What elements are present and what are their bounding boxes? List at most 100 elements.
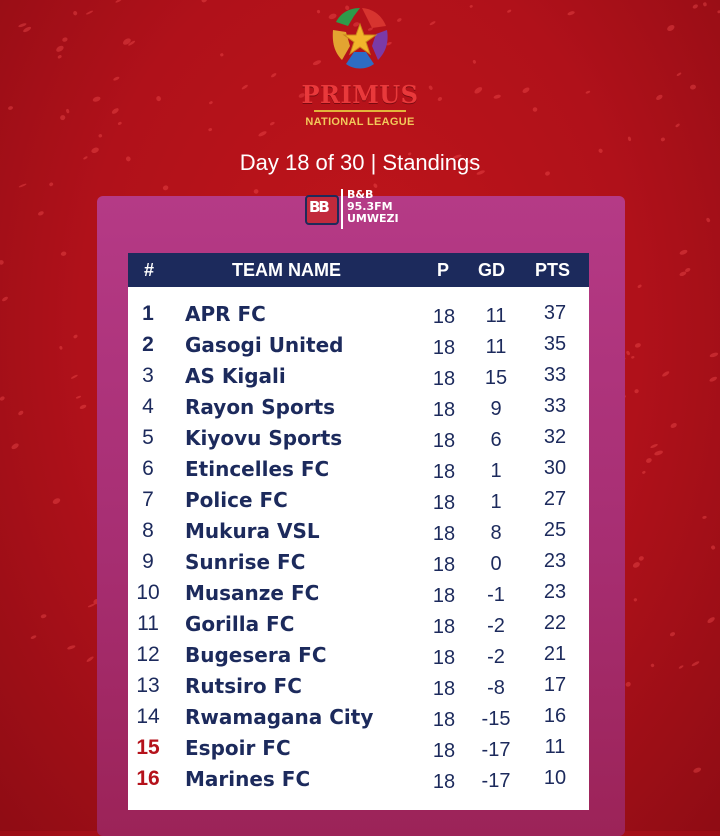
goal-difference-cell: 6: [490, 429, 502, 451]
goal-difference-cell: -2: [487, 646, 505, 668]
team-name-cell: APR FC: [185, 302, 266, 326]
brand-divider: [314, 110, 406, 112]
points-cell: 16: [543, 705, 567, 727]
position-cell: 1: [142, 302, 154, 325]
sponsor-line-3: UMWEZI: [347, 212, 399, 225]
sponsor-line-2: 95.3FM: [347, 200, 393, 213]
team-name-cell: Espoir FC: [185, 736, 291, 760]
bb-logo-icon: BB: [305, 195, 339, 225]
played-cell: 18: [432, 306, 456, 328]
brand-subtitle: NATIONAL LEAGUE: [305, 116, 415, 128]
goal-difference-cell: 11: [485, 336, 507, 358]
goal-difference-cell: -1: [487, 584, 505, 606]
page-title: Day 18 of 30 | Standings: [239, 150, 481, 175]
position-cell: 7: [142, 488, 154, 511]
played-cell: 18: [432, 554, 456, 576]
position-cell: 13: [136, 674, 160, 697]
position-cell: 5: [142, 426, 154, 449]
position-cell: 8: [142, 519, 154, 542]
column-header-played: P: [437, 260, 450, 280]
goal-difference-cell: 8: [490, 522, 502, 544]
goal-difference-cell: -17: [481, 770, 511, 792]
standings-table: # TEAM NAME P GD PTS 1 APR FC 18 11 37 2 Gasog…: [128, 253, 589, 810]
table-row: 9 Sunrise FC 18 0 23: [128, 546, 589, 577]
played-cell: 18: [432, 678, 456, 700]
position-cell: 4: [142, 395, 154, 418]
table-row: 6 Etincelles FC 18 1 30: [128, 453, 589, 484]
table-row: 5 Kiyovu Sports 18 6 32: [128, 422, 589, 453]
position-cell: 11: [137, 612, 159, 635]
position-cell: 3: [142, 364, 154, 387]
team-name-cell: AS Kigali: [185, 364, 286, 388]
played-cell: 18: [432, 771, 456, 793]
sponsor-divider: [341, 189, 343, 229]
table-row: 4 Rayon Sports 18 9 33: [128, 391, 589, 422]
team-name-cell: Rayon Sports: [185, 395, 336, 419]
goal-difference-cell: 1: [490, 491, 502, 513]
team-name-cell: Rwamagana City: [185, 705, 374, 729]
table-row: 15 Espoir FC 18 -17 11: [128, 732, 589, 763]
points-cell: 22: [543, 612, 567, 634]
team-name-cell: Sunrise FC: [185, 550, 306, 574]
column-header-goal-difference: GD: [478, 260, 505, 280]
team-name-cell: Etincelles FC: [185, 457, 330, 481]
table-row: 13 Rutsiro FC 18 -8 17: [128, 670, 589, 701]
points-cell: 11: [544, 736, 566, 758]
points-cell: 17: [543, 674, 567, 696]
points-cell: 10: [543, 767, 567, 789]
sponsor-logo: BB B&B 95.3FM UMWEZI: [305, 185, 425, 231]
league-ball-star-icon: [332, 8, 388, 69]
position-cell: 12: [136, 643, 160, 666]
points-cell: 25: [543, 519, 567, 541]
points-cell: 23: [543, 550, 567, 572]
played-cell: 18: [432, 647, 456, 669]
goal-difference-cell: 0: [490, 553, 502, 575]
goal-difference-cell: 15: [484, 367, 508, 389]
team-name-cell: Gasogi United: [185, 333, 344, 357]
goal-difference-cell: 9: [490, 398, 502, 420]
position-cell: 16: [136, 767, 160, 790]
team-name-cell: Kiyovu Sports: [185, 426, 343, 450]
played-cell: 18: [432, 492, 456, 514]
table-row: 16 Marines FC 18 -17 10: [128, 763, 589, 794]
team-name-cell: Rutsiro FC: [185, 674, 302, 698]
played-cell: 18: [432, 399, 456, 421]
goal-difference-cell: -17: [481, 739, 511, 761]
played-cell: 18: [432, 461, 456, 483]
column-header-points: PTS: [535, 260, 571, 280]
goal-difference-cell: 1: [490, 460, 502, 482]
played-cell: 18: [432, 585, 456, 607]
table-row: 2 Gasogi United 18 11 35: [128, 329, 589, 360]
sponsor-text: B&B 95.3FM UMWEZI: [347, 189, 427, 225]
points-cell: 33: [543, 364, 567, 386]
table-row: 8 Mukura VSL 18 8 25: [128, 515, 589, 546]
position-cell: 10: [136, 581, 160, 604]
table-row: 10 Musanze FC 18 -1 23: [128, 577, 589, 608]
column-header-team: TEAM NAME: [232, 260, 341, 280]
points-cell: 33: [543, 395, 567, 417]
points-cell: 35: [543, 333, 567, 355]
points-cell: 23: [543, 581, 567, 603]
points-cell: 30: [543, 457, 567, 479]
points-cell: 37: [543, 302, 567, 324]
table-row: 14 Rwamagana City 18 -15 16: [128, 701, 589, 732]
team-name-cell: Police FC: [185, 488, 288, 512]
goal-difference-cell: -8: [487, 677, 505, 699]
played-cell: 18: [432, 616, 456, 638]
points-cell: 27: [543, 488, 567, 510]
played-cell: 18: [432, 337, 456, 359]
position-cell: 9: [142, 550, 154, 573]
goal-difference-cell: -15: [481, 708, 511, 730]
position-cell: 14: [136, 705, 160, 728]
points-cell: 32: [543, 426, 567, 448]
team-name-cell: Mukura VSL: [185, 519, 320, 543]
column-header-position: #: [144, 260, 155, 280]
points-cell: 21: [543, 643, 567, 665]
brand-name: PRIMUS: [301, 80, 419, 109]
position-cell: 15: [136, 736, 160, 759]
team-name-cell: Gorilla FC: [185, 612, 295, 636]
table-row: 12 Bugesera FC 18 -2 21: [128, 639, 589, 670]
league-logo: PRIMUS NATIONAL LEAGUE: [0, 0, 720, 140]
table-row: 1 APR FC 18 11 37: [128, 298, 589, 329]
played-cell: 18: [432, 740, 456, 762]
